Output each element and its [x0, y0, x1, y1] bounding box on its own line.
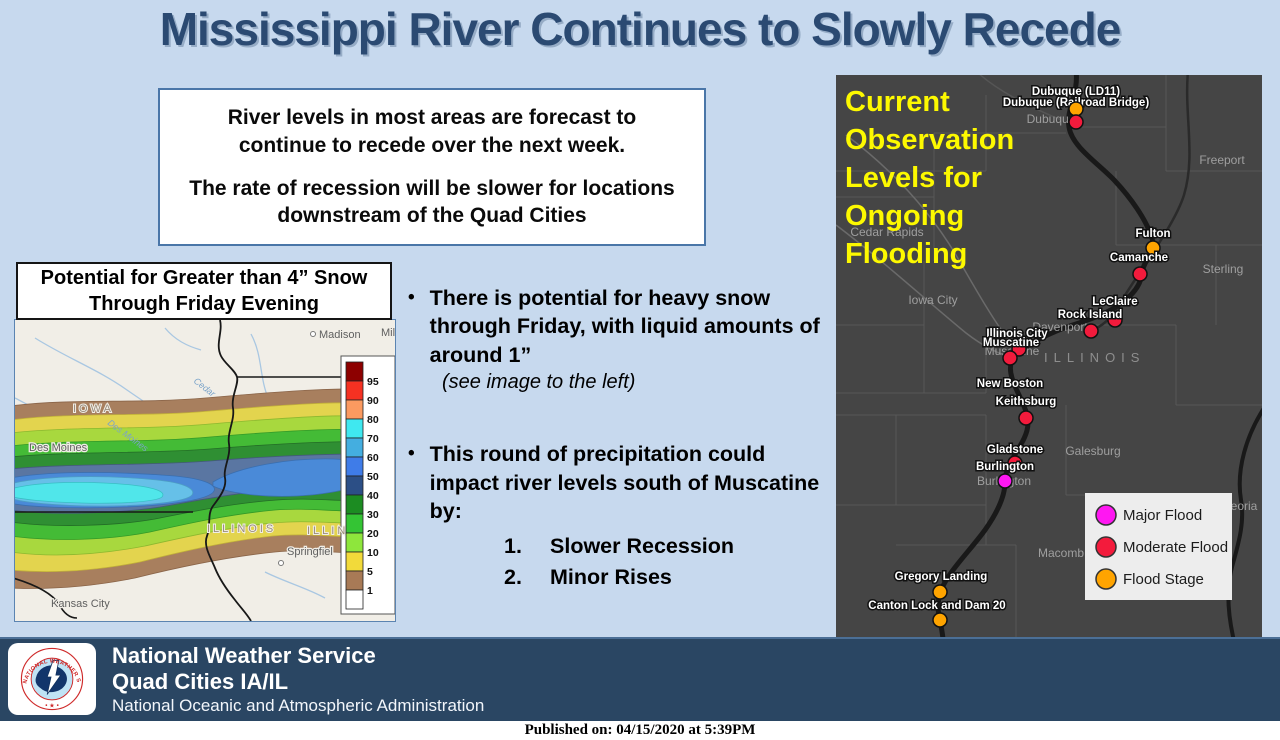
bullet-1-marker: •	[408, 287, 415, 308]
snow-panel-title-line2: Through Friday Evening	[88, 293, 319, 315]
flood-map-city-labels: Dubuque Freeport Cedar Rapids Sterling I…	[850, 112, 1257, 560]
svg-text:Canton Lock and Dam 20: Canton Lock and Dam 20	[868, 600, 1005, 612]
svg-text:Burlington: Burlington	[976, 461, 1034, 473]
svg-text:1: 1	[367, 585, 373, 597]
svg-text:Dubuque: Dubuque	[1027, 112, 1076, 126]
svg-text:90: 90	[367, 395, 379, 407]
svg-text:30: 30	[367, 509, 379, 521]
svg-text:Iowa City: Iowa City	[908, 293, 957, 307]
svg-text:Muscatine: Muscatine	[983, 337, 1039, 349]
page-title: Mississippi River Continues to Slowly Re…	[159, 3, 1122, 55]
svg-text:Dubuque (LD11): Dubuque (LD11)	[1032, 86, 1120, 98]
svg-text:Freeport: Freeport	[1199, 153, 1245, 167]
svg-text:Des Moines: Des Moines	[29, 442, 88, 454]
svg-text:Observation: Observation	[845, 124, 1014, 156]
logo-lightning-icon	[46, 660, 62, 695]
svg-text:Rock Island: Rock Island	[1058, 309, 1123, 321]
svg-text:Davenport: Davenport	[1032, 320, 1088, 334]
svg-text:Ongoing: Ongoing	[845, 200, 964, 232]
band-70	[15, 481, 164, 504]
svg-text:60: 60	[367, 452, 379, 464]
svg-text:Gladstone: Gladstone	[987, 444, 1043, 456]
svg-text:70: 70	[367, 433, 379, 445]
nws-logo-svg: NATIONAL WEATHER SERVICE • ★ •	[20, 647, 84, 711]
bullet-2-text: This round of precipitation could impact…	[429, 442, 820, 523]
svg-text:Cedar Rapids: Cedar Rapids	[850, 225, 923, 239]
bullet-list: • There is potential for heavy snow thro…	[408, 284, 840, 592]
flood-stations: Dubuque (LD11) Dubuque (Railroad Bridge)…	[867, 85, 1172, 628]
published-line: Published on: 04/15/2020 at 5:39PM	[0, 721, 1280, 740]
svg-text:Galesburg: Galesburg	[1065, 444, 1120, 458]
snow-panel-title: Potential for Greater than 4” Snow Throu…	[16, 262, 392, 320]
legend-moderate-flood-label: Moderate Flood	[1123, 539, 1228, 556]
legend-flood-stage-label: Flood Stage	[1123, 571, 1204, 588]
forecast-info-paragraph-1: River levels in most areas are forecast …	[227, 106, 637, 157]
svg-text:Camanche: Camanche	[1110, 252, 1168, 264]
svg-text:Illinois City: Illinois City	[986, 328, 1048, 340]
flood-legend: Major Flood Moderate Flood Flood Stage	[1085, 493, 1232, 600]
bullet-1-text: There is potential for heavy snow throug…	[429, 286, 820, 367]
footer-noaa: National Oceanic and Atmospheric Adminis…	[112, 695, 485, 715]
bullet-2: • This round of precipitation could impa…	[408, 440, 840, 525]
snow-panel-title-line1: Potential for Greater than 4” Snow	[40, 267, 368, 289]
footer-bar	[0, 637, 1280, 721]
flood-map-svg: Dubuque Freeport Cedar Rapids Sterling I…	[836, 75, 1262, 637]
snow-map-borders	[15, 320, 395, 621]
legend-flood-stage-dot	[1095, 568, 1117, 590]
svg-text:20: 20	[367, 528, 379, 540]
svg-text:Mil: Mil	[381, 327, 395, 339]
snow-probability-map: 95 90 80 70 60 50 40 30 20 10 5 1 Madiso…	[14, 319, 396, 622]
snow-colorbar: 95 90 80 70 60 50 40 30 20 10 5 1	[340, 355, 395, 615]
numbered-list: 1. Slower Recession 2. Minor Rises	[504, 531, 840, 592]
svg-text:Sterling: Sterling	[1203, 262, 1244, 276]
svg-text:Springfiel: Springfiel	[287, 546, 333, 558]
svg-text:Fulton: Fulton	[1135, 228, 1170, 240]
svg-text:New Boston: New Boston	[977, 378, 1043, 390]
bullet-2-marker: •	[408, 443, 415, 465]
svg-text:ILLINOIS: ILLINOIS	[207, 523, 276, 535]
footer-agency: National Weather Service	[112, 643, 376, 668]
svg-text:ILLIN: ILLIN	[307, 525, 348, 537]
svg-text:IOWA: IOWA	[73, 403, 114, 415]
svg-text:ILLINOIS: ILLINOIS	[1044, 350, 1145, 365]
nws-logo: NATIONAL WEATHER SERVICE • ★ •	[8, 643, 96, 715]
forecast-info-paragraph-2: The rate of recession will be slower for…	[189, 177, 675, 228]
svg-text:10: 10	[367, 547, 379, 559]
svg-text:Keithsburg: Keithsburg	[996, 396, 1057, 408]
forecast-info-box: River levels in most areas are forecast …	[158, 88, 706, 246]
svg-text:Levels for: Levels for	[845, 162, 982, 194]
flood-map-title: Current Observation Levels for Ongoing F…	[845, 86, 1014, 270]
footer-office: Quad Cities IA/IL	[112, 668, 289, 694]
svg-text:Madison: Madison	[319, 329, 361, 341]
svg-text:50: 50	[367, 471, 379, 483]
svg-text:95: 95	[367, 376, 379, 388]
svg-text:40: 40	[367, 490, 379, 502]
snow-map-labels: Madison Mil IOWA Des Moines ILLINOIS ILL…	[28, 326, 395, 612]
snow-map-svg: 95 90 80 70 60 50 40 30 20 10 5 1 Madiso…	[15, 320, 395, 621]
svg-text:LeClaire: LeClaire	[1092, 296, 1137, 308]
bullet-1: • There is potential for heavy snow thro…	[408, 284, 840, 369]
svg-text:80: 80	[367, 414, 379, 426]
legend-major-flood-label: Major Flood	[1123, 507, 1202, 524]
svg-text:Flooding: Flooding	[845, 238, 967, 270]
numbered-item-1: 1. Slower Recession	[504, 534, 735, 559]
numbered-item-2: 2. Minor Rises	[504, 564, 672, 589]
flood-observation-map: Dubuque Freeport Cedar Rapids Sterling I…	[836, 75, 1262, 637]
footer-text: National Weather Service Quad Cities IA/…	[112, 643, 484, 718]
svg-text:5: 5	[367, 566, 373, 578]
legend-moderate-flood-dot	[1095, 536, 1117, 558]
svg-text:Kansas City: Kansas City	[51, 598, 110, 610]
legend-major-flood-dot	[1095, 504, 1117, 526]
svg-text:Macomb: Macomb	[1038, 546, 1084, 560]
logo-stars: • ★ •	[45, 703, 59, 710]
svg-text:Gregory Landing: Gregory Landing	[895, 571, 988, 583]
bullet-1-note: (see image to the left)	[442, 371, 636, 394]
svg-text:Current: Current	[845, 86, 950, 118]
